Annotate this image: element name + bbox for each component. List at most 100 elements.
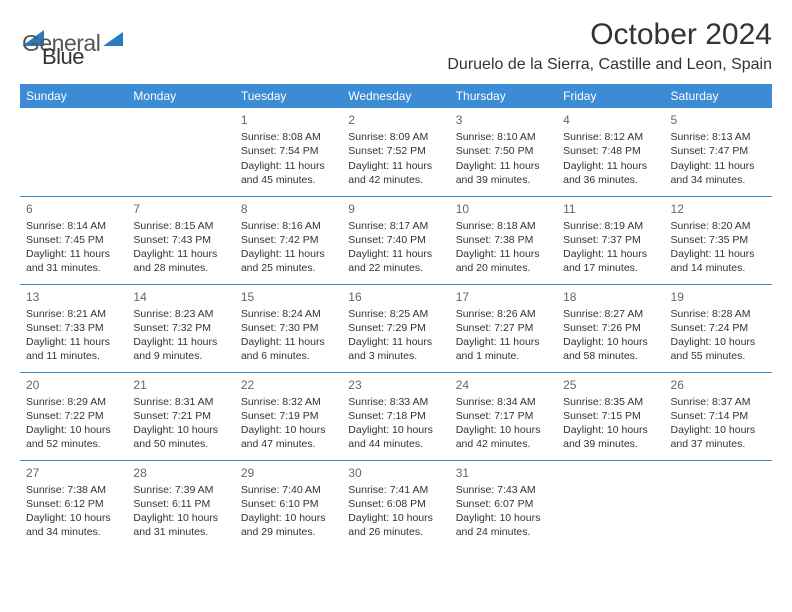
sunset-text: Sunset: 7:17 PM [456,409,551,423]
weekday-header: Sunday [20,84,127,108]
day-number: 25 [563,377,658,393]
calendar-day-cell: 19Sunrise: 8:28 AMSunset: 7:24 PMDayligh… [665,284,772,372]
calendar-day-cell: 6Sunrise: 8:14 AMSunset: 7:45 PMDaylight… [20,196,127,284]
sunset-text: Sunset: 7:19 PM [241,409,336,423]
calendar-day-cell: 30Sunrise: 7:41 AMSunset: 6:08 PMDayligh… [342,460,449,548]
sunset-text: Sunset: 7:35 PM [671,233,766,247]
day-number: 19 [671,289,766,305]
month-title: October 2024 [447,18,772,52]
calendar-day-cell: 14Sunrise: 8:23 AMSunset: 7:32 PMDayligh… [127,284,234,372]
weekday-header-row: SundayMondayTuesdayWednesdayThursdayFrid… [20,84,772,108]
calendar-day-cell: 20Sunrise: 8:29 AMSunset: 7:22 PMDayligh… [20,372,127,460]
day-number: 17 [456,289,551,305]
day-number: 30 [348,465,443,481]
sunrise-text: Sunrise: 8:23 AM [133,307,228,321]
day-number: 26 [671,377,766,393]
sunset-text: Sunset: 7:40 PM [348,233,443,247]
sunrise-text: Sunrise: 8:35 AM [563,395,658,409]
sunrise-text: Sunrise: 8:12 AM [563,130,658,144]
sunrise-text: Sunrise: 8:28 AM [671,307,766,321]
daylight-text: Daylight: 10 hours and 52 minutes. [26,423,121,451]
daylight-text: Daylight: 10 hours and 34 minutes. [26,511,121,539]
daylight-text: Daylight: 10 hours and 58 minutes. [563,335,658,363]
sunrise-text: Sunrise: 8:19 AM [563,219,658,233]
sunset-text: Sunset: 6:08 PM [348,497,443,511]
daylight-text: Daylight: 11 hours and 39 minutes. [456,159,551,187]
sunset-text: Sunset: 7:48 PM [563,144,658,158]
sunrise-text: Sunrise: 8:21 AM [26,307,121,321]
sunset-text: Sunset: 7:15 PM [563,409,658,423]
daylight-text: Daylight: 10 hours and 29 minutes. [241,511,336,539]
calendar-day-cell: 29Sunrise: 7:40 AMSunset: 6:10 PMDayligh… [235,460,342,548]
day-number: 28 [133,465,228,481]
daylight-text: Daylight: 11 hours and 14 minutes. [671,247,766,275]
daylight-text: Daylight: 10 hours and 50 minutes. [133,423,228,451]
daylight-text: Daylight: 10 hours and 47 minutes. [241,423,336,451]
weekday-header: Wednesday [342,84,449,108]
calendar-day-cell: 24Sunrise: 8:34 AMSunset: 7:17 PMDayligh… [450,372,557,460]
sunrise-text: Sunrise: 8:26 AM [456,307,551,321]
sunset-text: Sunset: 7:22 PM [26,409,121,423]
day-number: 16 [348,289,443,305]
calendar-empty-cell [557,460,664,548]
sunset-text: Sunset: 7:52 PM [348,144,443,158]
brand-text2: Blue [42,44,84,70]
day-number: 5 [671,112,766,128]
sunset-text: Sunset: 7:45 PM [26,233,121,247]
day-number: 8 [241,201,336,217]
sunset-text: Sunset: 7:27 PM [456,321,551,335]
calendar-day-cell: 31Sunrise: 7:43 AMSunset: 6:07 PMDayligh… [450,460,557,548]
sunset-text: Sunset: 6:11 PM [133,497,228,511]
calendar-day-cell: 1Sunrise: 8:08 AMSunset: 7:54 PMDaylight… [235,108,342,196]
day-number: 1 [241,112,336,128]
calendar-day-cell: 11Sunrise: 8:19 AMSunset: 7:37 PMDayligh… [557,196,664,284]
calendar-day-cell: 12Sunrise: 8:20 AMSunset: 7:35 PMDayligh… [665,196,772,284]
daylight-text: Daylight: 11 hours and 20 minutes. [456,247,551,275]
sunrise-text: Sunrise: 8:15 AM [133,219,228,233]
sunset-text: Sunset: 7:43 PM [133,233,228,247]
daylight-text: Daylight: 10 hours and 39 minutes. [563,423,658,451]
sunset-text: Sunset: 7:38 PM [456,233,551,247]
calendar-empty-cell [20,108,127,196]
sunset-text: Sunset: 7:47 PM [671,144,766,158]
daylight-text: Daylight: 11 hours and 36 minutes. [563,159,658,187]
sunset-text: Sunset: 6:12 PM [26,497,121,511]
day-number: 31 [456,465,551,481]
day-number: 9 [348,201,443,217]
calendar-day-cell: 23Sunrise: 8:33 AMSunset: 7:18 PMDayligh… [342,372,449,460]
day-number: 2 [348,112,443,128]
sunrise-text: Sunrise: 8:34 AM [456,395,551,409]
day-number: 7 [133,201,228,217]
daylight-text: Daylight: 11 hours and 42 minutes. [348,159,443,187]
daylight-text: Daylight: 11 hours and 28 minutes. [133,247,228,275]
calendar-day-cell: 7 Sunrise: 8:15 AMSunset: 7:43 PMDaylight… [127,196,234,284]
sunrise-text: Sunrise: 8:18 AM [456,219,551,233]
sunset-text: Sunset: 7:30 PM [241,321,336,335]
calendar-day-cell: 16Sunrise: 8:25 AMSunset: 7:29 PMDayligh… [342,284,449,372]
weekday-header: Thursday [450,84,557,108]
weekday-header: Tuesday [235,84,342,108]
daylight-text: Daylight: 11 hours and 9 minutes. [133,335,228,363]
sunrise-text: Sunrise: 8:33 AM [348,395,443,409]
calendar-week-row: 6Sunrise: 8:14 AMSunset: 7:45 PMDaylight… [20,196,772,284]
sunset-text: Sunset: 7:42 PM [241,233,336,247]
sunrise-text: Sunrise: 7:40 AM [241,483,336,497]
sunset-text: Sunset: 7:32 PM [133,321,228,335]
sunrise-text: Sunrise: 7:39 AM [133,483,228,497]
calendar-day-cell: 4Sunrise: 8:12 AMSunset: 7:48 PMDaylight… [557,108,664,196]
weekday-header: Monday [127,84,234,108]
calendar-table: SundayMondayTuesdayWednesdayThursdayFrid… [20,84,772,548]
day-number: 3 [456,112,551,128]
calendar-week-row: 13Sunrise: 8:21 AMSunset: 7:33 PMDayligh… [20,284,772,372]
calendar-day-cell: 17Sunrise: 8:26 AMSunset: 7:27 PMDayligh… [450,284,557,372]
day-number: 15 [241,289,336,305]
logo-sail-icon [103,30,125,48]
calendar-week-row: 27Sunrise: 7:38 AMSunset: 6:12 PMDayligh… [20,460,772,548]
calendar-day-cell: 18Sunrise: 8:27 AMSunset: 7:26 PMDayligh… [557,284,664,372]
sunset-text: Sunset: 6:07 PM [456,497,551,511]
sunrise-text: Sunrise: 8:37 AM [671,395,766,409]
sunrise-text: Sunrise: 8:17 AM [348,219,443,233]
sunrise-text: Sunrise: 8:13 AM [671,130,766,144]
sunrise-text: Sunrise: 8:25 AM [348,307,443,321]
daylight-text: Daylight: 10 hours and 31 minutes. [133,511,228,539]
